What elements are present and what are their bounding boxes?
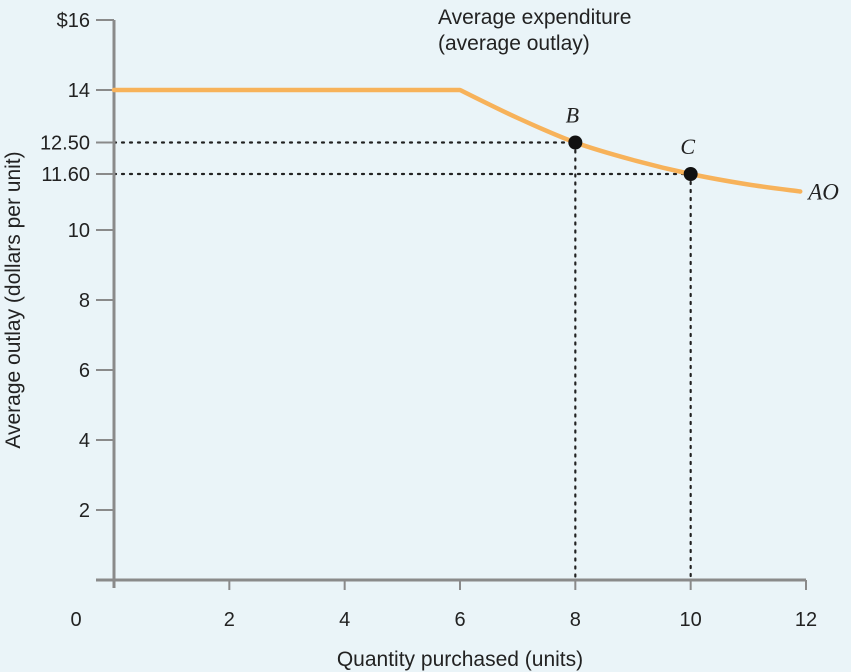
point-c: [683, 167, 698, 181]
x-axis-title: Quantity purchased (units): [337, 648, 583, 671]
x-tick-label: 12: [795, 609, 817, 631]
y-tick-label: 2: [79, 500, 90, 522]
y-tick-label: 11.60: [41, 164, 90, 186]
y-tick-label: 8: [79, 290, 90, 312]
guide-lines: [112, 141, 692, 582]
label-layer: 2 4 6 8 10 11.60 12.50 14 $16 0 2 4 6 8 10 12 Quantity p…: [2, 6, 839, 671]
point-label-b: B: [566, 103, 579, 128]
curve-annotation: Average expenditure: [438, 6, 631, 29]
y-tick-label: 14: [68, 80, 90, 102]
curve-label-ao: AO: [806, 180, 839, 205]
point-layer: [568, 135, 698, 181]
x-tick-label: 4: [339, 609, 350, 631]
point-label-c: C: [680, 134, 695, 159]
y-tick-label: 12.50: [40, 133, 90, 155]
x-tick-label: 0: [70, 609, 81, 631]
curve-layer: [111, 87, 803, 194]
x-tick-label: 10: [680, 609, 702, 631]
x-tick-label: 6: [454, 609, 465, 631]
curve-annotation: (average outlay): [438, 32, 590, 55]
y-axis-title: Average outlay (dollars per unit): [2, 151, 25, 448]
x-tick-label: 8: [570, 609, 581, 631]
axes: [96, 19, 807, 590]
ao-curve: [111, 87, 803, 194]
y-tick-label: 4: [79, 430, 90, 452]
y-tick-label: 10: [68, 220, 90, 242]
point-b: [568, 135, 583, 150]
x-tick-label: 2: [224, 609, 235, 631]
y-tick-label: $16: [57, 10, 90, 32]
y-tick-label: 6: [79, 360, 90, 382]
